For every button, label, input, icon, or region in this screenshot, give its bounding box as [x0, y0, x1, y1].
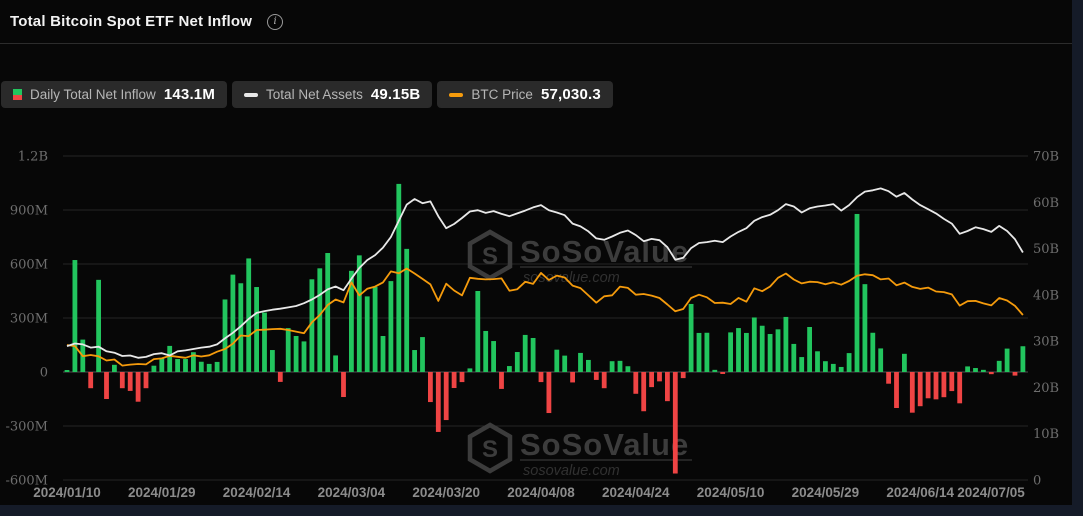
svg-text:S: S [482, 436, 498, 463]
svg-text:2024/07/05: 2024/07/05 [957, 485, 1025, 500]
svg-text:0: 0 [40, 366, 48, 381]
svg-text:0: 0 [1033, 474, 1041, 489]
svg-text:2024/03/20: 2024/03/20 [412, 485, 480, 500]
net-assets-line [66, 187, 1024, 359]
svg-text:2024/04/24: 2024/04/24 [602, 485, 670, 500]
btc-price-line [66, 267, 1024, 367]
chart-card: S SoSoValue sosovalue.com S SoSoValue sosoval… [0, 0, 1072, 505]
svg-text:50B: 50B [1033, 242, 1059, 257]
chart-header: Total Bitcoin Spot ETF Net Inflow i [0, 0, 1072, 44]
svg-text:2024/06/14: 2024/06/14 [886, 485, 954, 500]
page-title: Total Bitcoin Spot ETF Net Inflow [10, 13, 253, 30]
legend-label: Daily Total Net Inflow [30, 87, 156, 102]
legend-item-net-inflow[interactable]: Daily Total Net Inflow 143.1M [1, 81, 228, 108]
legend: Daily Total Net Inflow 143.1M Total Net … [1, 81, 613, 108]
svg-text:S: S [482, 243, 498, 270]
line-marker-icon [244, 92, 259, 97]
svg-text:-600M: -600M [5, 474, 48, 489]
svg-text:600M: 600M [10, 258, 48, 273]
svg-text:2024/05/10: 2024/05/10 [697, 485, 765, 500]
legend-value: 57,030.3 [540, 86, 601, 103]
svg-text:60B: 60B [1033, 196, 1059, 211]
svg-text:2024/04/08: 2024/04/08 [507, 485, 575, 500]
legend-item-net-assets[interactable]: Total Net Assets 49.15B [232, 81, 433, 108]
svg-text:2024/05/29: 2024/05/29 [792, 485, 860, 500]
x-axis-labels: 2024/01/10 2024/01/29 2024/02/14 2024/03/04… [33, 485, 1025, 500]
svg-text:SoSoValue: SoSoValue [520, 427, 689, 462]
svg-text:sosovalue.com: sosovalue.com [523, 270, 620, 286]
bar-marker-icon [13, 89, 22, 100]
legend-label: Total Net Assets [266, 87, 363, 102]
svg-text:2024/01/10: 2024/01/10 [33, 485, 101, 500]
svg-text:2024/02/14: 2024/02/14 [223, 485, 291, 500]
svg-text:-300M: -300M [5, 420, 48, 435]
svg-text:900M: 900M [10, 204, 48, 219]
svg-text:40B: 40B [1033, 288, 1059, 303]
legend-label: BTC Price [471, 87, 533, 102]
line-marker-icon [449, 92, 464, 97]
svg-text:10B: 10B [1033, 427, 1059, 442]
svg-text:1.2B: 1.2B [18, 150, 48, 165]
svg-text:sosovalue.com: sosovalue.com [523, 463, 620, 479]
legend-value: 49.15B [370, 86, 421, 103]
right-axis-labels: 70B 60B 50B 40B 30B 20B 10B 0 [1033, 150, 1059, 489]
svg-text:300M: 300M [10, 312, 48, 327]
svg-text:20B: 20B [1033, 381, 1059, 396]
legend-value: 143.1M [163, 86, 216, 103]
svg-text:2024/03/04: 2024/03/04 [318, 485, 386, 500]
svg-text:30B: 30B [1033, 335, 1059, 350]
info-icon[interactable]: i [267, 13, 284, 30]
legend-item-btc-price[interactable]: BTC Price 57,030.3 [437, 81, 613, 108]
svg-text:2024/01/29: 2024/01/29 [128, 485, 196, 500]
left-axis-labels: 1.2B 900M 600M 300M 0 -300M -600M [5, 150, 48, 489]
svg-text:70B: 70B [1033, 150, 1059, 165]
